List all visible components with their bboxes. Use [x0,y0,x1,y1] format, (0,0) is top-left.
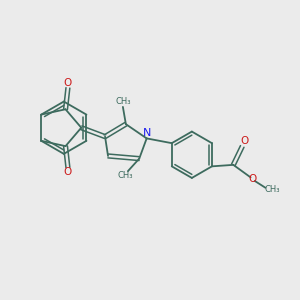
Text: CH₃: CH₃ [115,97,130,106]
Text: CH₃: CH₃ [264,185,280,194]
Text: CH₃: CH₃ [117,171,133,180]
Text: O: O [64,78,72,88]
Text: O: O [240,136,248,146]
Text: O: O [64,167,72,177]
Text: O: O [248,174,256,184]
Text: N: N [143,128,152,138]
